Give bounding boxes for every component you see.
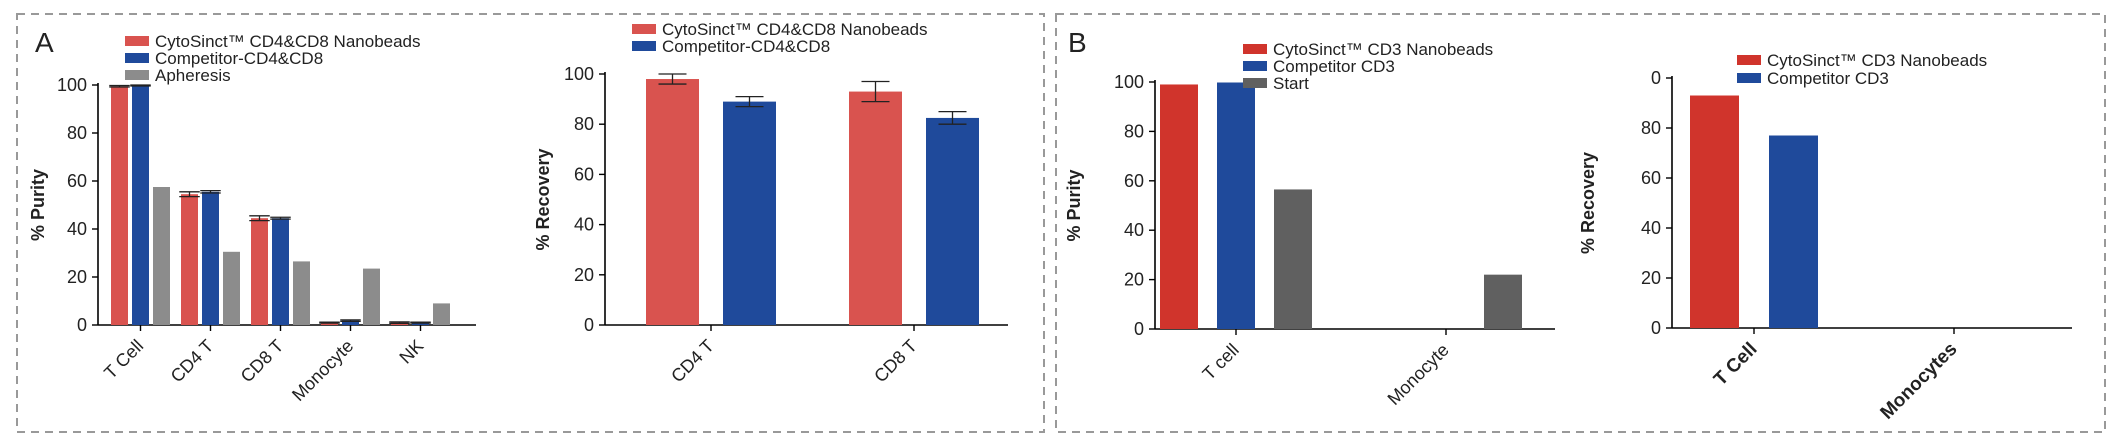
x-tick-label: CD8 T: [870, 336, 921, 387]
y-axis-label: % Purity: [28, 169, 48, 241]
y-axis-label: % Purity: [1064, 169, 1084, 241]
y-tick-label: 40: [67, 219, 87, 239]
legend-label: Competitor CD3: [1273, 57, 1395, 76]
y-tick-label: 80: [574, 114, 594, 134]
y-tick-label: 20: [1124, 270, 1144, 290]
legend-swatch: [125, 70, 149, 80]
y-axis-label: % Recovery: [1578, 152, 1598, 254]
legend-swatch: [632, 41, 656, 51]
chart-a-recovery: 0 20 40 60 80 100 % Recovery CD4 T CD8 T CytoSinc…: [533, 20, 1008, 386]
x-tick-label: T cell: [1199, 340, 1243, 384]
y-tick-label: 40: [574, 215, 594, 235]
x-tick-label: Monocytes: [1877, 339, 1962, 424]
panel-a-frame: [16, 13, 1045, 433]
bar: [153, 187, 170, 325]
bar: [342, 320, 359, 325]
legend-swatch: [1737, 55, 1761, 65]
y-tick-label: 80: [1641, 118, 1661, 138]
y-tick-label: 20: [1641, 268, 1661, 288]
legend-label: Competitor-CD4&CD8: [662, 37, 830, 56]
y-axis-label: % Recovery: [533, 148, 553, 250]
bar: [433, 303, 450, 325]
chart-b-purity: 0 20 40 60 80 100 % Purity T cell Monocyte CytoSi…: [1064, 40, 1555, 409]
legend-label: CytoSinct™ CD4&CD8 Nanobeads: [662, 20, 928, 39]
panel-b-letter: B: [1068, 27, 1087, 58]
chart-a-purity: 0 20 40 60 80 100 % Purity T Cell CD4 T CD8 T Mono…: [28, 32, 476, 405]
bar: [1217, 82, 1255, 329]
y-tick-label: 100: [1114, 72, 1144, 92]
legend-label: Competitor CD3: [1767, 69, 1889, 88]
legend-swatch: [1243, 61, 1267, 71]
bar: [1484, 274, 1522, 329]
legend-label: CytoSinct™ CD4&CD8 Nanobeads: [155, 32, 421, 51]
y-tick-label: 20: [67, 267, 87, 287]
bar: [646, 79, 699, 326]
x-tick-label: Monocyte: [1383, 340, 1452, 409]
y-tick-label: 0: [584, 315, 594, 335]
y-tick-label: 0: [1651, 68, 1661, 88]
bar: [1769, 135, 1818, 328]
x-tick-label: T Cell: [100, 336, 147, 383]
y-tick-label: 80: [1124, 121, 1144, 141]
chart-b-recovery: 0 20 40 60 80 0 % Recovery T Cell Monocytes CytoS…: [1578, 51, 2072, 424]
x-tick-label: NK: [395, 336, 427, 368]
legend-swatch: [1243, 78, 1267, 88]
legend-swatch: [632, 24, 656, 34]
bar: [223, 251, 240, 325]
x-tick-label: CD8 T: [237, 336, 288, 387]
x-tick-label: CD4 T: [667, 336, 718, 387]
legend-label: CytoSinct™ CD3 Nanobeads: [1273, 40, 1493, 59]
x-tick-label: CD4 T: [167, 336, 218, 387]
legend-swatch: [125, 36, 149, 46]
y-tick-label: 80: [67, 123, 87, 143]
y-tick-label: 0: [1134, 319, 1144, 339]
legend-swatch: [125, 53, 149, 63]
bar: [723, 101, 776, 325]
bar: [849, 91, 902, 325]
bar: [111, 86, 128, 325]
y-tick-label: 20: [574, 265, 594, 285]
legend-label: Competitor-CD4&CD8: [155, 49, 323, 68]
y-tick-label: 100: [564, 64, 594, 84]
bar: [321, 322, 338, 325]
y-tick-label: 100: [57, 75, 87, 95]
bar: [363, 268, 380, 325]
y-tick-label: 0: [77, 315, 87, 335]
y-tick-label: 0: [1651, 318, 1661, 338]
bar: [1274, 189, 1312, 329]
legend-swatch: [1737, 73, 1761, 83]
bar: [1160, 84, 1198, 329]
y-tick-label: 60: [1124, 171, 1144, 191]
legend-label: Start: [1273, 74, 1309, 93]
legend-label: CytoSinct™ CD3 Nanobeads: [1767, 51, 1987, 70]
legend-label: Apheresis: [155, 66, 231, 85]
y-tick-label: 60: [67, 171, 87, 191]
panel-a-letter: A: [35, 27, 54, 58]
x-tick-label: T Cell: [1710, 339, 1761, 390]
panel-b-frame: [1055, 13, 2106, 433]
y-tick-label: 40: [1124, 220, 1144, 240]
legend-swatch: [1243, 44, 1267, 54]
y-tick-label: 40: [1641, 218, 1661, 238]
bar: [181, 194, 198, 325]
bar: [293, 261, 310, 325]
y-tick-label: 60: [574, 164, 594, 184]
x-tick-label: Monocyte: [288, 336, 357, 405]
bar: [251, 218, 268, 325]
bar: [272, 218, 289, 325]
bar: [926, 117, 979, 325]
bar: [412, 322, 429, 325]
bar: [202, 191, 219, 325]
bar: [1690, 95, 1739, 328]
y-tick-label: 60: [1641, 168, 1661, 188]
bar: [132, 85, 149, 325]
